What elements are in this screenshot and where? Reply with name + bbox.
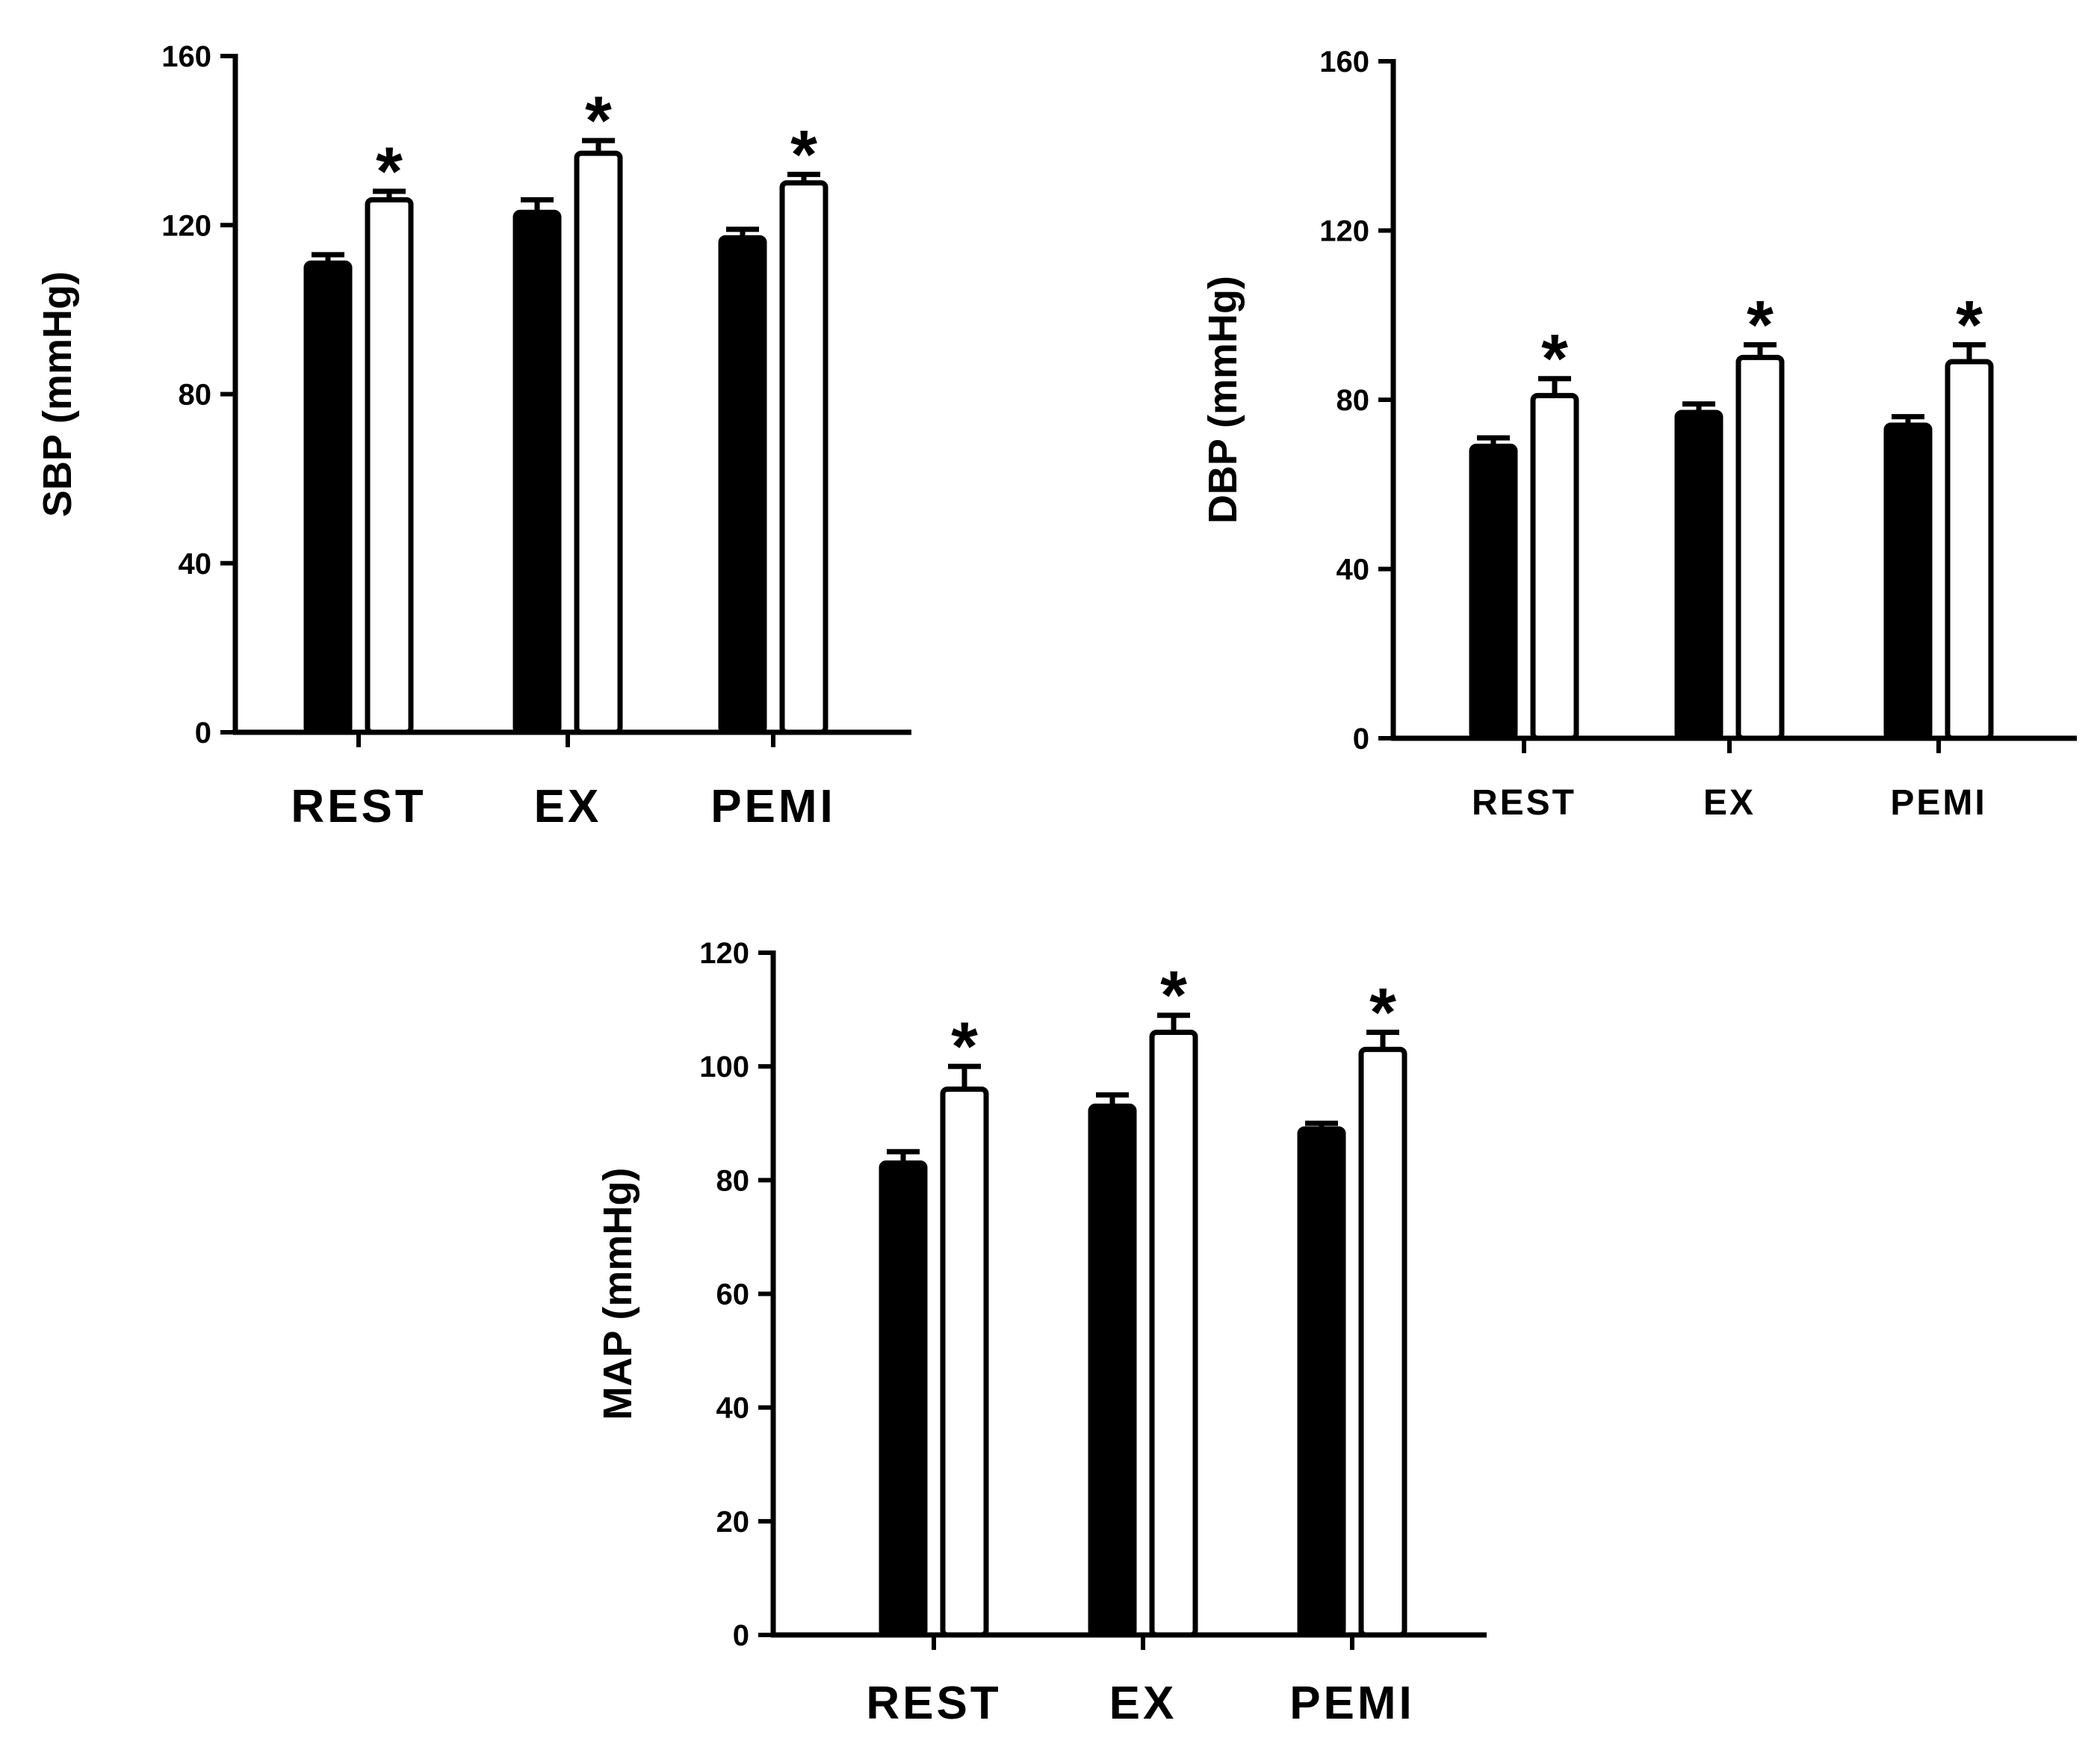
bar-group-open-pemi <box>1945 359 1994 741</box>
panel-sbp: 0 40 80 120 160 SBP (mmHg) REST * EX * PEMI * <box>35 40 911 832</box>
y-tick-label: 0 <box>195 717 211 749</box>
y-axis-title: SBP (mmHg) <box>35 271 80 517</box>
significance-star-ex: * <box>1160 958 1187 1034</box>
x-tick-label-ex: EX <box>1109 1678 1177 1729</box>
x-tick-label-pemi: PEMI <box>1289 1678 1415 1729</box>
x-tick-label-rest: REST <box>866 1678 1001 1729</box>
y-tick-label: 80 <box>716 1164 750 1197</box>
y-tick-label: 120 <box>1319 215 1369 248</box>
y-tick-label: 0 <box>1353 723 1369 755</box>
y-tick-label: 160 <box>1319 46 1369 78</box>
bar-group-open-rest <box>940 1086 989 1638</box>
y-tick-label: 120 <box>699 937 749 970</box>
bar-group-filled-rest <box>1469 443 1518 741</box>
bar-group-open-pemi <box>1358 1046 1407 1638</box>
significance-star-ex: * <box>585 83 612 159</box>
significance-star-pemi: * <box>790 117 817 193</box>
x-tick-label-ex: EX <box>534 781 602 832</box>
y-tick-label: 40 <box>716 1392 750 1425</box>
y-tick-label: 120 <box>161 209 211 242</box>
bar-group-open-rest <box>365 197 414 735</box>
x-tick-label-pemi: PEMI <box>1890 783 1986 823</box>
bar-group-filled-ex <box>1674 409 1723 741</box>
bar-group-open-ex <box>1735 354 1785 741</box>
significance-star-pemi: * <box>1369 975 1396 1051</box>
y-tick-label: 40 <box>179 548 212 581</box>
bar-group-open-ex <box>1149 1030 1198 1638</box>
y-tick-label: 100 <box>699 1051 749 1083</box>
x-tick-label-rest: REST <box>291 781 426 832</box>
bar-group-filled-ex <box>512 209 562 735</box>
y-tick-label: 60 <box>716 1279 750 1311</box>
x-tick-label-rest: REST <box>1472 783 1576 823</box>
panel-map: 0 20 40 60 80 100 120 MAP (mmHg) REST * EX * PEMI * <box>595 937 1487 1729</box>
bar-group-open-rest <box>1530 392 1579 741</box>
y-tick-label: 0 <box>733 1619 749 1652</box>
y-axis-title: DBP (mmHg) <box>1201 276 1245 524</box>
bar-group-open-ex <box>574 150 623 735</box>
panel-dbp: 0 40 80 120 160 DBP (mmHg) REST * EX * PEMI * <box>1201 46 2077 823</box>
bar-group-filled-pemi <box>718 235 767 735</box>
bar-group-filled-pemi <box>1297 1126 1346 1638</box>
significance-star-ex: * <box>1747 287 1774 363</box>
significance-star-rest: * <box>376 134 403 210</box>
y-tick-label: 80 <box>1336 384 1370 417</box>
x-tick-label-pemi: PEMI <box>710 781 836 832</box>
significance-star-rest: * <box>951 1009 978 1085</box>
y-tick-label: 40 <box>1336 554 1370 587</box>
significance-star-pemi: * <box>1956 287 1983 363</box>
bar-group-filled-rest <box>879 1160 928 1638</box>
bar-group-open-pemi <box>779 180 828 735</box>
bar-group-filled-pemi <box>1883 422 1933 741</box>
y-tick-label: 20 <box>716 1506 750 1539</box>
bar-group-filled-rest <box>303 260 353 735</box>
significance-star-rest: * <box>1541 321 1568 398</box>
bar-group-filled-ex <box>1088 1103 1137 1638</box>
y-tick-label: 80 <box>179 379 212 412</box>
x-tick-label-ex: EX <box>1703 783 1756 823</box>
y-tick-label: 160 <box>161 40 211 73</box>
y-axis-title: MAP (mmHg) <box>595 1167 640 1420</box>
